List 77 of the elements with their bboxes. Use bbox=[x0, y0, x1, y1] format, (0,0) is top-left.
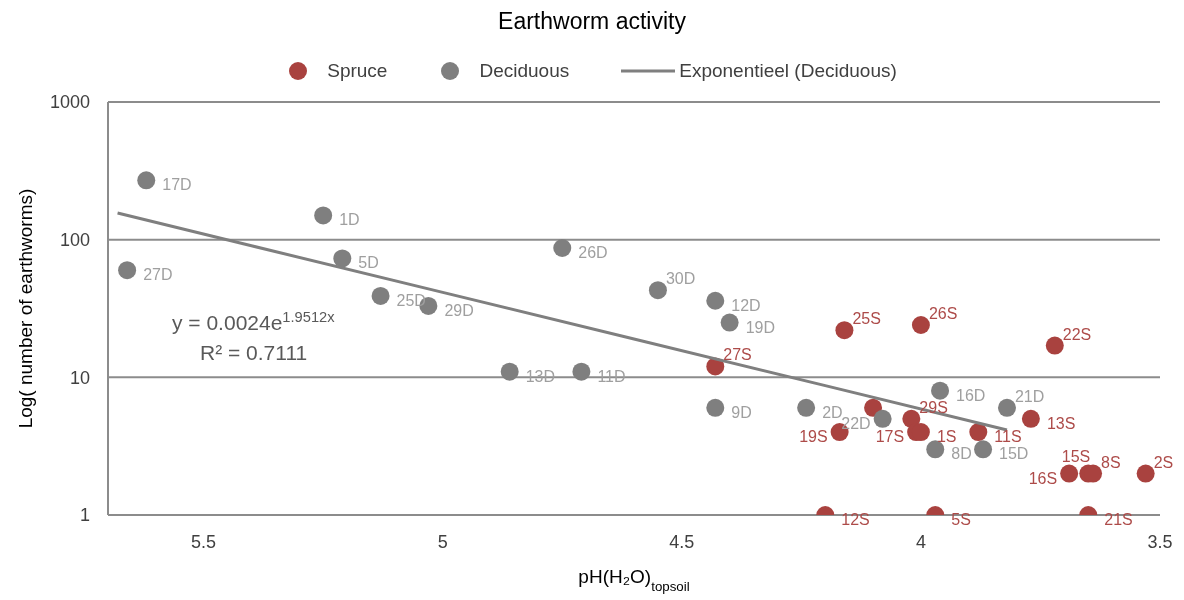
x-tick-label: 5.5 bbox=[191, 531, 217, 552]
y-axis-title: Log( number of earthworms) bbox=[15, 188, 36, 429]
point bbox=[1045, 336, 1064, 355]
point bbox=[1136, 464, 1155, 483]
point bbox=[553, 238, 572, 257]
annotation: 1D bbox=[339, 211, 360, 229]
point bbox=[706, 291, 725, 310]
y-tick-label: 1000 bbox=[49, 92, 90, 113]
y-tick-label: 10 bbox=[69, 367, 90, 388]
point bbox=[1060, 464, 1079, 483]
point bbox=[974, 440, 993, 459]
point bbox=[500, 362, 519, 381]
annotation: 2S bbox=[1153, 453, 1174, 471]
x-tick-label: 4.5 bbox=[669, 531, 695, 552]
point bbox=[118, 261, 137, 280]
annotation: 17D bbox=[162, 176, 192, 194]
annotation: 5S bbox=[951, 511, 971, 528]
annotation: 19D bbox=[745, 318, 775, 336]
point bbox=[572, 362, 591, 381]
point bbox=[873, 409, 892, 428]
point bbox=[969, 423, 988, 442]
x-tick-label: 5 bbox=[437, 531, 448, 552]
point bbox=[314, 206, 333, 225]
point bbox=[1021, 409, 1040, 428]
annotation: 5D bbox=[358, 254, 379, 272]
annotation: 29S bbox=[919, 398, 948, 416]
annotation: 26S bbox=[928, 304, 958, 322]
annotation: 27D bbox=[143, 266, 173, 284]
annotation: 22D bbox=[841, 414, 871, 432]
annotation: 17S bbox=[875, 428, 905, 446]
annotation: 26D bbox=[578, 243, 608, 261]
line-series bbox=[116, 211, 1009, 432]
annotation: 8D bbox=[951, 445, 972, 463]
point bbox=[997, 398, 1016, 417]
annotation: 2D bbox=[822, 403, 843, 421]
legend-label: Deciduous bbox=[479, 60, 570, 82]
annotation: 11S bbox=[994, 428, 1022, 446]
annotation: 27S bbox=[723, 346, 752, 364]
y-tick-label: 100 bbox=[59, 230, 90, 251]
annotation: 21S bbox=[1104, 511, 1133, 528]
legend-label: Spruce bbox=[327, 60, 388, 82]
annotation: R² = 0.7111 bbox=[200, 341, 308, 364]
point bbox=[648, 281, 667, 300]
annotation: 9D bbox=[731, 403, 752, 421]
annotation: 16S bbox=[1028, 469, 1058, 487]
point bbox=[911, 315, 930, 334]
point bbox=[926, 440, 945, 459]
annotation: 16D bbox=[956, 386, 986, 404]
annotation: 15S bbox=[1061, 447, 1091, 465]
annotation: 12D bbox=[731, 296, 761, 314]
point bbox=[371, 286, 390, 305]
chart-title: Earthworm activity bbox=[497, 8, 687, 35]
point bbox=[720, 313, 739, 332]
annotation: 15D bbox=[999, 445, 1029, 463]
x-axis-title: pH(H₂O)$_{topsoil}$ bbox=[578, 566, 690, 594]
point bbox=[931, 381, 950, 400]
legend-label: Exponentieel (Deciduous) bbox=[679, 60, 897, 82]
point bbox=[797, 398, 816, 417]
annotation: 8S bbox=[1101, 453, 1121, 471]
point bbox=[333, 249, 352, 268]
annotation: 22S bbox=[1062, 325, 1092, 343]
x-tick-label: 4 bbox=[915, 531, 926, 552]
annotation: 21D bbox=[1014, 387, 1045, 405]
annotation: 25D bbox=[396, 291, 426, 309]
y-tick-label: 1 bbox=[79, 505, 90, 526]
annotation: 29D bbox=[444, 301, 474, 319]
annotation: 13S bbox=[1046, 414, 1076, 432]
annotation: 25S bbox=[852, 310, 881, 328]
point bbox=[835, 321, 854, 340]
x-tick-label: 3.5 bbox=[1147, 531, 1173, 552]
annotation: y = 0.0024e$^{1.9512x}$ bbox=[172, 309, 336, 334]
annotation: 19S bbox=[799, 428, 828, 446]
annotation: 12S bbox=[841, 511, 870, 528]
annotation: 30D bbox=[665, 270, 696, 288]
point bbox=[706, 398, 725, 417]
point bbox=[137, 171, 156, 190]
annotation: 1S bbox=[936, 428, 957, 446]
